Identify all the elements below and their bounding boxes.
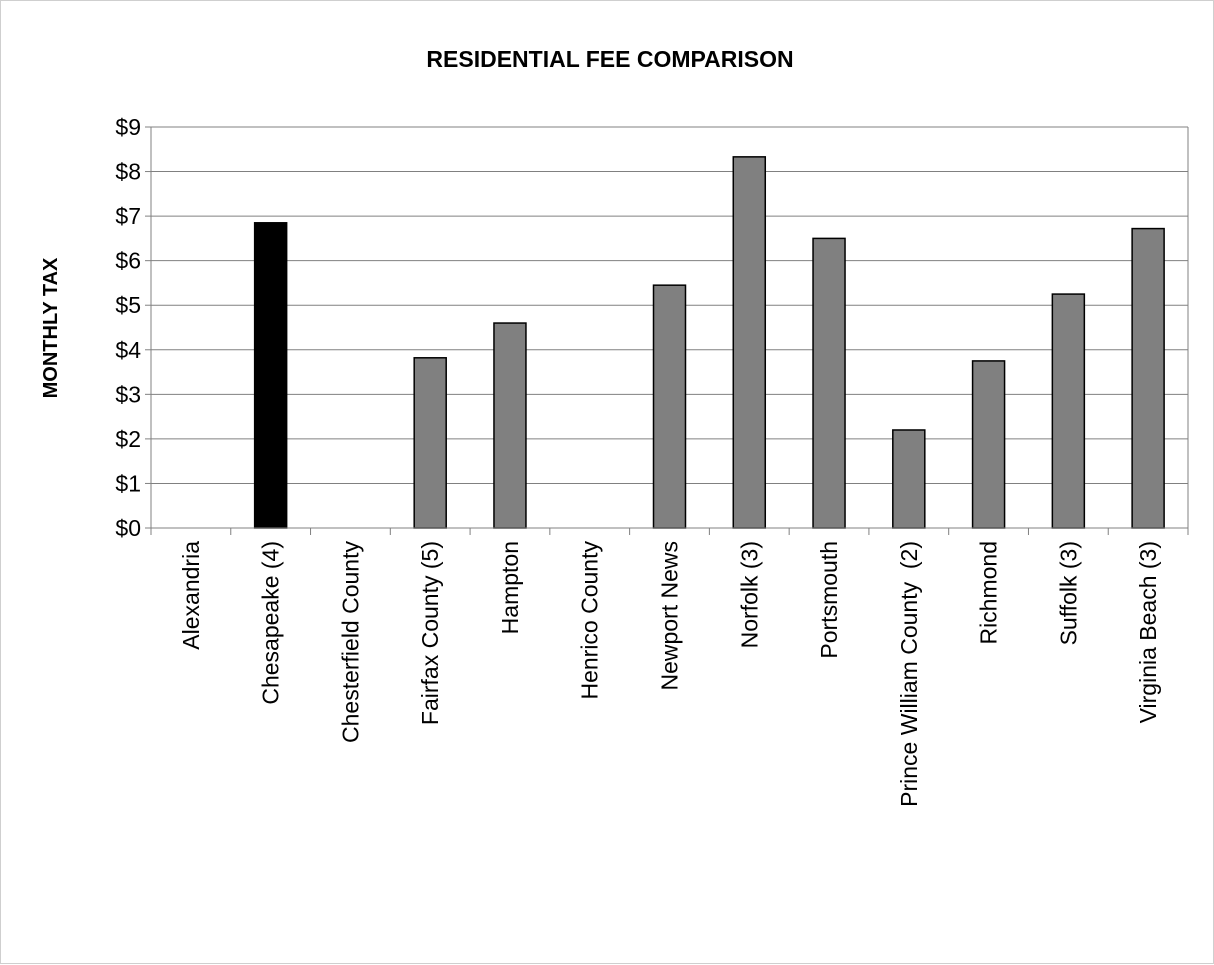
- x-tick-label: Newport News: [657, 541, 683, 691]
- y-tick-label: $6: [115, 248, 141, 274]
- bar: [732, 156, 767, 529]
- x-tick-label: Norfolk (3): [736, 541, 762, 648]
- y-tick-label: $7: [115, 203, 141, 229]
- bar: [413, 357, 447, 529]
- x-tick-label: Chesapeake (4): [258, 541, 284, 705]
- chart-title: RESIDENTIAL FEE COMPARISON: [426, 46, 793, 72]
- x-tick-label: Richmond: [976, 541, 1002, 645]
- axes: [145, 126, 1189, 535]
- y-tick-label: $4: [115, 337, 141, 363]
- bars: [253, 156, 1165, 529]
- bar: [892, 429, 926, 529]
- y-tick-label: $0: [115, 515, 141, 541]
- x-tick-label: Virginia Beach (3): [1135, 541, 1161, 723]
- bar: [1131, 227, 1165, 529]
- bar: [971, 360, 1006, 529]
- x-tick-label: Hampton: [497, 541, 523, 634]
- x-tick-label: Henrico County: [577, 541, 603, 700]
- y-tick-label: $5: [115, 292, 141, 318]
- bar: [1051, 293, 1086, 529]
- y-axis-label: MONTHLY TAX: [40, 257, 62, 398]
- y-tick-label: $2: [115, 426, 141, 452]
- x-tick-label: Portsmouth: [816, 541, 842, 659]
- bar: [652, 284, 687, 529]
- x-tick-labels: Alexandria Chesapeake (4) Chesterfield Cou…: [178, 541, 1161, 807]
- y-tick-labels: $0 $1 $2 $3 $4 $5 $6 $7 $8 $9: [115, 114, 141, 541]
- bar: [253, 222, 288, 529]
- x-tick-label: Prince William County (2): [896, 541, 922, 807]
- bar: [812, 237, 846, 529]
- x-tick-label: Suffolk (3): [1055, 541, 1081, 645]
- x-tick-label: Fairfax County (5): [417, 541, 443, 725]
- y-tick-label: $9: [115, 114, 141, 140]
- x-tick-label: Chesterfield County: [337, 541, 363, 743]
- y-tick-label: $1: [115, 470, 141, 496]
- y-tick-label: $8: [115, 159, 141, 185]
- bar: [493, 322, 527, 529]
- y-tick-label: $3: [115, 381, 141, 407]
- x-tick-label: Alexandria: [178, 541, 204, 650]
